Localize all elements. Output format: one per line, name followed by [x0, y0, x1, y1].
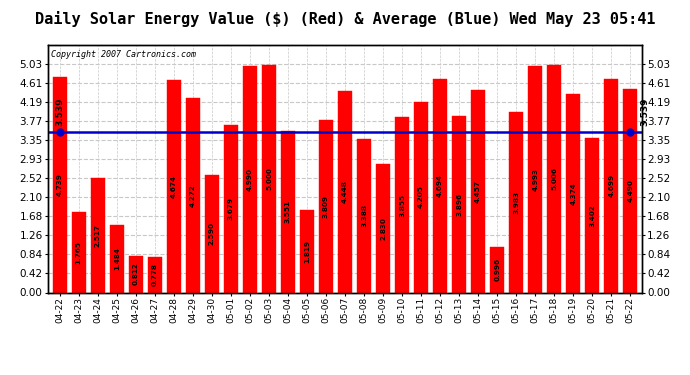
- Bar: [72, 212, 86, 292]
- Text: 4.448: 4.448: [342, 180, 348, 203]
- Bar: [262, 65, 276, 292]
- Text: 3.402: 3.402: [589, 204, 595, 226]
- Text: 4.205: 4.205: [418, 186, 424, 209]
- Text: 1.765: 1.765: [76, 241, 81, 264]
- Text: 0.996: 0.996: [494, 258, 500, 282]
- Text: 2.590: 2.590: [209, 222, 215, 245]
- Text: 3.551: 3.551: [285, 200, 291, 223]
- Bar: [167, 80, 181, 292]
- Bar: [224, 125, 238, 292]
- Text: 3.983: 3.983: [513, 190, 519, 213]
- Text: 2.830: 2.830: [380, 217, 386, 240]
- Text: Daily Solar Energy Value ($) (Red) & Average (Blue) Wed May 23 05:41: Daily Solar Energy Value ($) (Red) & Ave…: [34, 11, 655, 27]
- Bar: [243, 66, 257, 292]
- Bar: [623, 88, 638, 292]
- Text: 4.739: 4.739: [57, 174, 63, 196]
- Text: 3.539: 3.539: [641, 98, 650, 126]
- Bar: [528, 66, 542, 292]
- Bar: [338, 90, 352, 292]
- Text: 3.388: 3.388: [361, 204, 367, 227]
- Bar: [395, 117, 409, 292]
- Bar: [566, 94, 580, 292]
- Bar: [414, 102, 428, 292]
- Bar: [376, 164, 390, 292]
- Text: 4.457: 4.457: [475, 180, 481, 203]
- Bar: [148, 257, 162, 292]
- Text: 3.539: 3.539: [55, 98, 64, 126]
- Text: 4.490: 4.490: [627, 179, 633, 202]
- Bar: [205, 175, 219, 292]
- Bar: [319, 120, 333, 292]
- Text: Copyright 2007 Cartronics.com: Copyright 2007 Cartronics.com: [51, 50, 196, 59]
- Text: 5.000: 5.000: [266, 168, 272, 190]
- Bar: [471, 90, 485, 292]
- Text: 0.778: 0.778: [152, 263, 158, 286]
- Text: 4.694: 4.694: [437, 174, 443, 197]
- Bar: [90, 178, 105, 292]
- Text: 5.006: 5.006: [551, 167, 558, 190]
- Bar: [128, 256, 143, 292]
- Text: 3.809: 3.809: [323, 195, 329, 217]
- Text: 4.374: 4.374: [570, 182, 576, 204]
- Bar: [585, 138, 600, 292]
- Bar: [52, 77, 67, 292]
- Bar: [490, 247, 504, 292]
- Text: 4.699: 4.699: [609, 174, 614, 197]
- Bar: [509, 112, 523, 292]
- Text: 1.484: 1.484: [114, 248, 120, 270]
- Bar: [281, 131, 295, 292]
- Text: 4.990: 4.990: [247, 168, 253, 191]
- Bar: [547, 65, 562, 292]
- Bar: [604, 79, 618, 292]
- Text: 3.855: 3.855: [399, 194, 405, 216]
- Text: 4.674: 4.674: [171, 175, 177, 198]
- Bar: [110, 225, 124, 292]
- Bar: [452, 116, 466, 292]
- Bar: [300, 210, 314, 292]
- Bar: [357, 139, 371, 292]
- Text: 4.993: 4.993: [532, 168, 538, 190]
- Bar: [186, 99, 200, 292]
- Text: 2.517: 2.517: [95, 224, 101, 247]
- Text: 1.819: 1.819: [304, 240, 310, 263]
- Text: 3.896: 3.896: [456, 192, 462, 216]
- Text: 3.679: 3.679: [228, 198, 234, 220]
- Text: 0.812: 0.812: [132, 262, 139, 285]
- Text: 4.272: 4.272: [190, 184, 196, 207]
- Bar: [433, 80, 447, 292]
